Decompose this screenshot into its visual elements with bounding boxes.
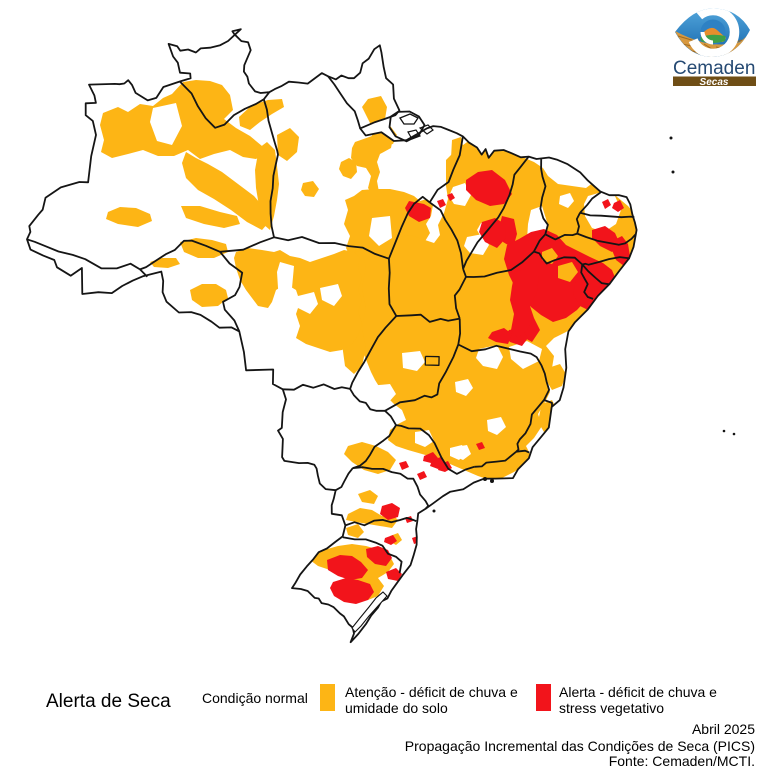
svg-text:Secas: Secas [700,77,729,88]
svg-text:Condição normal: Condição normal [202,690,308,706]
svg-text:Alerta - déficit de chuva e: Alerta - déficit de chuva e [559,684,717,700]
svg-text:Cemaden: Cemaden [673,58,755,79]
svg-text:stress vegetativo: stress vegetativo [559,700,664,716]
svg-text:Abril 2025: Abril 2025 [692,721,755,737]
svg-text:Atenção - déficit de chuva e: Atenção - déficit de chuva e [345,684,518,700]
svg-text:Fonte: Cemaden/MCTI.: Fonte: Cemaden/MCTI. [609,753,755,768]
svg-text:umidade do solo: umidade do solo [345,700,448,716]
svg-text:Alerta de Seca: Alerta de Seca [46,691,171,712]
svg-text:Propagação Incremental das Con: Propagação Incremental das Condições de … [405,738,755,754]
